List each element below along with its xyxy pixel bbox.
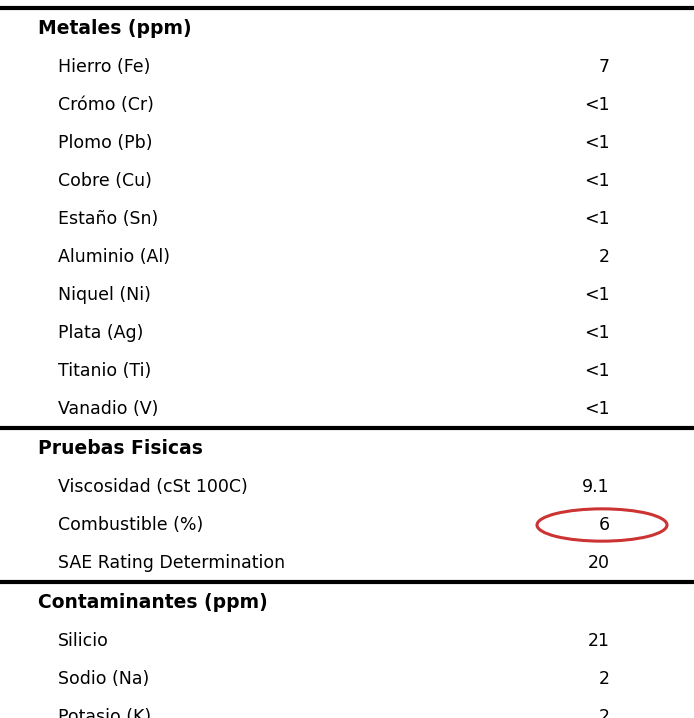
Text: SAE Rating Determination: SAE Rating Determination	[58, 554, 285, 572]
Text: <1: <1	[584, 324, 610, 342]
Text: Crómo (Cr): Crómo (Cr)	[58, 96, 154, 114]
Text: 21: 21	[588, 632, 610, 650]
Text: <1: <1	[584, 172, 610, 190]
Text: <1: <1	[584, 400, 610, 418]
Text: Pruebas Fisicas: Pruebas Fisicas	[38, 439, 203, 458]
Text: Cobre (Cu): Cobre (Cu)	[58, 172, 152, 190]
Text: Plata (Ag): Plata (Ag)	[58, 324, 144, 342]
Text: Hierro (Fe): Hierro (Fe)	[58, 58, 151, 76]
Text: 7: 7	[599, 58, 610, 76]
Text: 9.1: 9.1	[582, 478, 610, 496]
Text: Viscosidad (cSt 100C): Viscosidad (cSt 100C)	[58, 478, 248, 496]
Text: 2: 2	[599, 708, 610, 718]
Text: Niquel (Ni): Niquel (Ni)	[58, 286, 151, 304]
Text: Silicio: Silicio	[58, 632, 109, 650]
Text: 6: 6	[599, 516, 610, 534]
Text: Contaminantes (ppm): Contaminantes (ppm)	[38, 593, 268, 612]
Text: Aluminio (Al): Aluminio (Al)	[58, 248, 170, 266]
Text: Sodio (Na): Sodio (Na)	[58, 670, 149, 688]
Text: <1: <1	[584, 286, 610, 304]
Text: Metales (ppm): Metales (ppm)	[38, 19, 192, 38]
Text: Titanio (Ti): Titanio (Ti)	[58, 362, 151, 380]
Text: 2: 2	[599, 670, 610, 688]
Text: Potasio (K): Potasio (K)	[58, 708, 151, 718]
Text: <1: <1	[584, 210, 610, 228]
Text: <1: <1	[584, 362, 610, 380]
Text: <1: <1	[584, 96, 610, 114]
Text: 2: 2	[599, 248, 610, 266]
Text: Combustible (%): Combustible (%)	[58, 516, 203, 534]
Text: 20: 20	[588, 554, 610, 572]
Text: Plomo (Pb): Plomo (Pb)	[58, 134, 153, 152]
Text: Estaño (Sn): Estaño (Sn)	[58, 210, 158, 228]
Text: Vanadio (V): Vanadio (V)	[58, 400, 158, 418]
Text: <1: <1	[584, 134, 610, 152]
